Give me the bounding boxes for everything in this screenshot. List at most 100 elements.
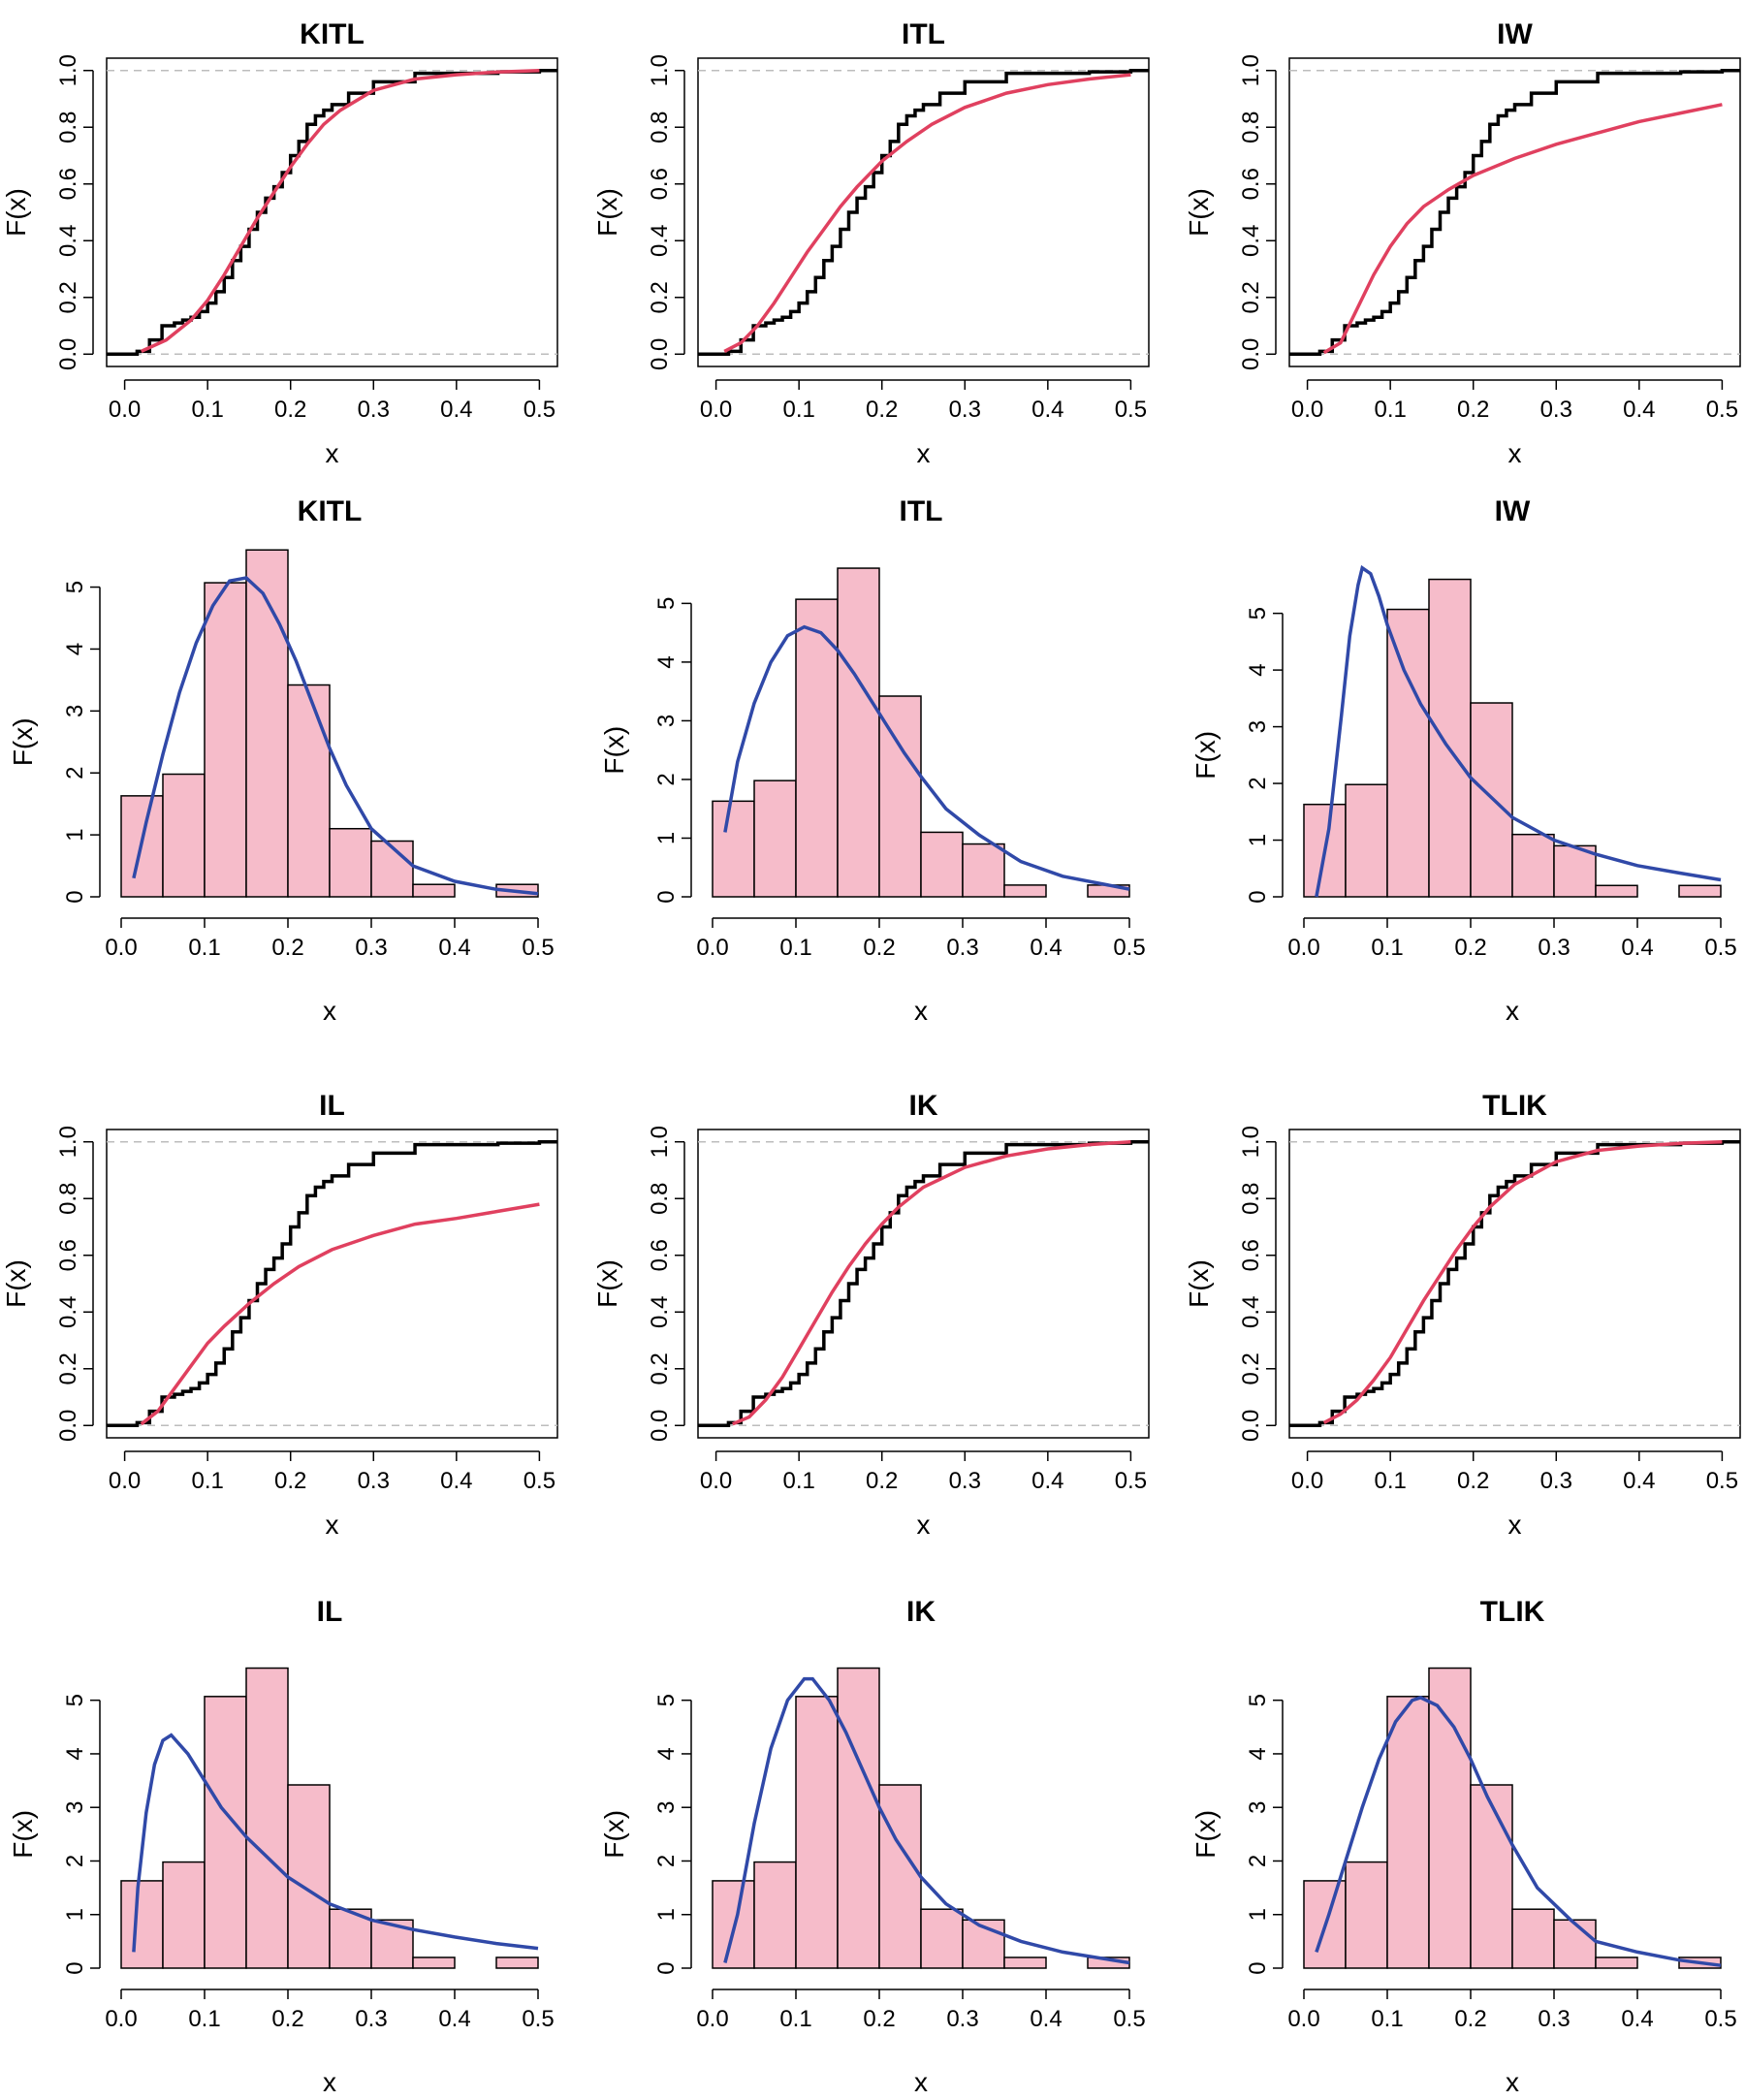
x-tick-label: 0.4 — [1030, 2006, 1062, 2032]
histogram-bar — [329, 827, 372, 898]
x-tick-label: 0.4 — [438, 935, 470, 961]
x-tick-label: 0.5 — [1704, 2006, 1736, 2032]
x-tick-label: 0.2 — [863, 2006, 895, 2032]
y-tick-label: 3 — [653, 715, 680, 727]
x-tick-label: 0.1 — [1374, 1468, 1406, 1494]
histogram-bar — [837, 1667, 880, 1969]
y-tick-label: 5 — [1245, 607, 1271, 620]
x-tick-label: 0.2 — [271, 935, 303, 961]
x-tick-label: 0.5 — [1113, 935, 1145, 961]
panel-title: ITL — [900, 495, 943, 527]
x-tick-label: 0.2 — [1454, 935, 1486, 961]
plot-frame — [697, 57, 1150, 367]
y-tick-label: 0.2 — [55, 281, 81, 313]
y-axis-label: F(x) — [1, 1259, 31, 1308]
histogram-bar — [795, 1696, 839, 1969]
x-tick-label: 0.3 — [1540, 1468, 1572, 1494]
y-tick-label: 0.6 — [55, 168, 81, 200]
x-axis-label: x — [326, 438, 339, 468]
panel-8-ecdf: IK 0.0 0.1 0.2 0.3 0.4 0.5 x 0.0 0.2 0.4 0.6 0.8 1.0 F… — [592, 1090, 1150, 1540]
x-tick-label: 0.2 — [1457, 397, 1489, 423]
y-tick-label: 0.0 — [647, 1410, 673, 1442]
fitted-cdf-line — [723, 73, 1131, 353]
y-axis-label: F(x) — [599, 726, 629, 775]
histogram-bar — [1386, 1696, 1430, 1969]
y-tick-label: 0.2 — [1238, 281, 1264, 313]
x-tick-label: 0.1 — [188, 2006, 220, 2032]
panel-4-histogram: KITL 0.0 0.1 0.2 0.3 0.4 0.5 x 0 1 2 3 4 5 F(x) — [8, 495, 555, 1026]
histogram-bar — [712, 800, 755, 898]
y-tick-label: 0.8 — [647, 111, 673, 143]
histogram-bar — [1428, 1667, 1472, 1969]
x-axis-label: x — [917, 438, 931, 468]
y-axis-label: F(x) — [8, 1810, 38, 1859]
y-tick-label: 1.0 — [1238, 54, 1264, 86]
y-tick-label: 0.2 — [55, 1352, 81, 1384]
y-tick-label: 0.8 — [1238, 1183, 1264, 1215]
y-tick-label: 2 — [1245, 1855, 1271, 1867]
panel-2-ecdf: ITL 0.0 0.1 0.2 0.3 0.4 0.5 x 0.0 0.2 0.4 0.6 0.8 1.0… — [592, 18, 1150, 468]
y-tick-label: 5 — [653, 597, 680, 610]
fitted-cdf-line — [1322, 1139, 1723, 1424]
x-tick-label: 0.1 — [188, 935, 220, 961]
y-tick-label: 0.8 — [1238, 111, 1264, 143]
y-tick-label: 5 — [1245, 1694, 1271, 1706]
fitted-cdf-line — [140, 1202, 540, 1426]
panel-title: TLIK — [1482, 1090, 1547, 1122]
x-tick-label: 0.5 — [1113, 2006, 1145, 2032]
x-tick-label: 0.0 — [1291, 1468, 1323, 1494]
x-tick-label: 0.5 — [1704, 935, 1736, 961]
histogram-bar — [162, 773, 206, 898]
density-curve — [132, 576, 539, 896]
y-tick-label: 0.6 — [1238, 1239, 1264, 1271]
x-tick-label: 0.4 — [440, 397, 472, 423]
x-axis-label: x — [1506, 996, 1519, 1026]
y-tick-label: 4 — [1245, 1747, 1271, 1760]
x-tick-label: 0.5 — [524, 1468, 555, 1494]
histogram-bar — [1595, 884, 1638, 898]
y-axis-label: F(x) — [1190, 731, 1221, 780]
x-axis-label: x — [323, 2067, 336, 2097]
x-axis-label: x — [326, 1510, 339, 1540]
y-axis-label: F(x) — [1184, 188, 1214, 237]
y-tick-label: 0.2 — [647, 1352, 673, 1384]
histogram-bar — [920, 831, 964, 898]
x-tick-label: 0.0 — [696, 935, 728, 961]
density-curve — [1315, 1696, 1722, 1967]
y-tick-label: 2 — [62, 1855, 88, 1867]
empirical-cdf-line — [1289, 68, 1740, 357]
x-tick-label: 0.0 — [700, 397, 732, 423]
panel-title: IL — [317, 1596, 343, 1628]
panel-title: KITL — [300, 18, 365, 50]
histogram-bar — [204, 1696, 247, 1969]
histogram-bar — [878, 1784, 922, 1969]
plot-frame — [697, 1129, 1150, 1439]
y-tick-label: 0.4 — [647, 1296, 673, 1328]
histogram-bar — [204, 582, 247, 898]
x-tick-label: 0.3 — [949, 397, 981, 423]
x-tick-label: 0.1 — [779, 935, 811, 961]
histogram-bar — [162, 1861, 206, 1969]
panel-3-ecdf: IW 0.0 0.1 0.2 0.3 0.4 0.5 x 0.0 0.2 0.4 0.6 0.8 1.0 F… — [1184, 18, 1741, 468]
histogram-bar — [1553, 1919, 1597, 1969]
y-tick-label: 0.8 — [55, 1183, 81, 1215]
y-axis-label: F(x) — [592, 188, 622, 237]
x-tick-label: 0.5 — [1706, 397, 1738, 423]
y-tick-label: 4 — [653, 655, 680, 668]
y-axis-label: F(x) — [592, 1259, 622, 1308]
x-tick-label: 0.5 — [1706, 1468, 1738, 1494]
x-tick-label: 0.3 — [1538, 2006, 1570, 2032]
x-tick-label: 0.1 — [191, 1468, 223, 1494]
plot-frame — [106, 57, 558, 367]
y-tick-label: 3 — [653, 1801, 680, 1814]
panel-6-histogram: IW 0.0 0.1 0.2 0.3 0.4 0.5 x 0 1 2 3 4 5 F(x) — [1190, 495, 1737, 1026]
panel-title: IL — [319, 1090, 345, 1122]
x-tick-label: 0.4 — [1621, 2006, 1653, 2032]
y-tick-label: 0.4 — [647, 225, 673, 257]
x-tick-label: 0.3 — [358, 1468, 390, 1494]
y-tick-label: 1 — [653, 1908, 680, 1921]
panel-title: KITL — [298, 495, 363, 527]
fitted-cdf-line — [1322, 103, 1723, 355]
y-tick-label: 0.4 — [1238, 225, 1264, 257]
